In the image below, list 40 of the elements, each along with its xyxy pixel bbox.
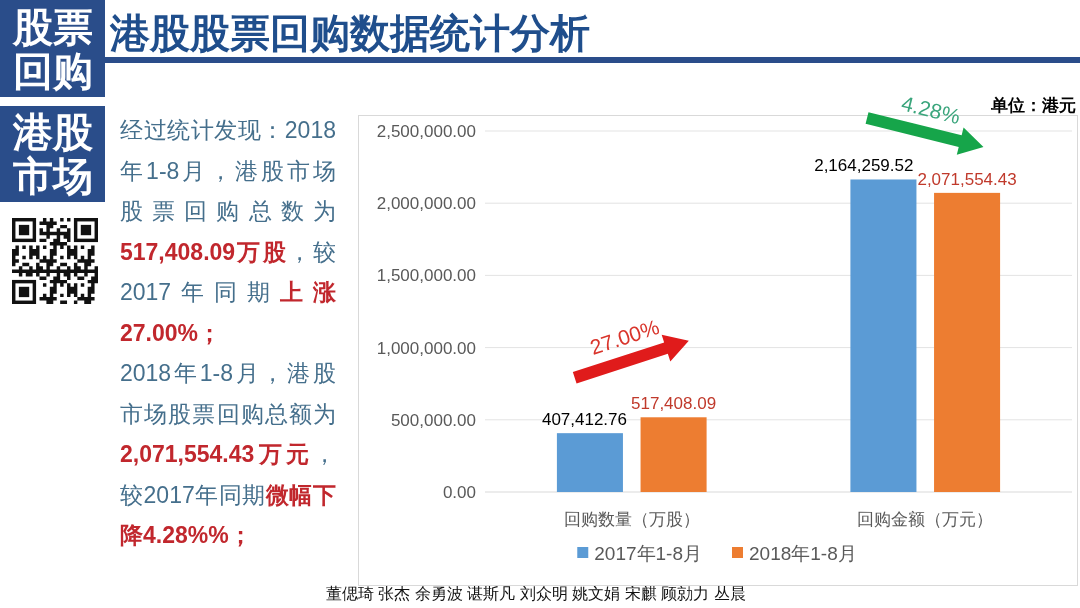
y-tick-label: 500,000.00 (390, 410, 476, 430)
chart-title: 港股股票回购数据统计分析 (110, 10, 590, 57)
text: 517,408.09万股 (120, 238, 288, 265)
text: 2018年1-8月，港股 (120, 360, 336, 386)
annotation: 27.00% (587, 314, 662, 359)
text: 港股市场 (11, 110, 94, 198)
text: 2017年同期 (120, 279, 281, 305)
text: 4.28% (899, 91, 963, 129)
y-tick-label: 0.00 (442, 483, 476, 502)
text: ， (313, 441, 336, 467)
legend-label: 2017年1-8月 (594, 542, 702, 564)
bar (640, 417, 707, 492)
text: ，较 (287, 238, 336, 265)
text: 微幅下 (265, 481, 336, 508)
text: 经过统计发现：2018 (120, 117, 336, 143)
text: 市场股票回购总额为 (120, 400, 336, 427)
x-tick-label: 回购数量（万股） (563, 510, 700, 529)
text: 2,071,554.43万元 (120, 441, 313, 467)
data-label: 2,071,554.43 (917, 169, 1017, 189)
bar (934, 192, 1001, 492)
text: 降4.28%%； (120, 522, 252, 548)
text: 单位：港元 (990, 96, 1076, 115)
y-tick-label: 1,500,000.00 (376, 266, 476, 286)
text: 较2017年同期 (120, 481, 266, 508)
legend-label: 2018年1-8月 (749, 542, 857, 564)
x-tick-label: 回购金额（万元） (857, 510, 994, 529)
text: 27.00%； (120, 319, 222, 346)
text: 年1-8月，港股市场 (120, 157, 336, 184)
data-label: 407,412.76 (541, 410, 628, 430)
text: 上涨 (280, 279, 336, 305)
data-label: 517,408.09 (631, 394, 717, 414)
data-label: 2,164,259.52 (814, 156, 914, 176)
y-tick-label: 2,500,000.00 (376, 122, 476, 141)
text: 股票回购 (11, 4, 94, 93)
text: 董偲琦 张杰 余勇波 谌斯凡 刘众明 姚文娟 宋麒 顾勍力 丛晨 (326, 584, 746, 604)
y-tick-label: 2,000,000.00 (376, 194, 476, 214)
y-tick-label: 1,000,000.00 (376, 338, 476, 358)
bar (850, 179, 917, 492)
bar (556, 433, 623, 492)
text: 股票回购总数为 (120, 198, 336, 224)
